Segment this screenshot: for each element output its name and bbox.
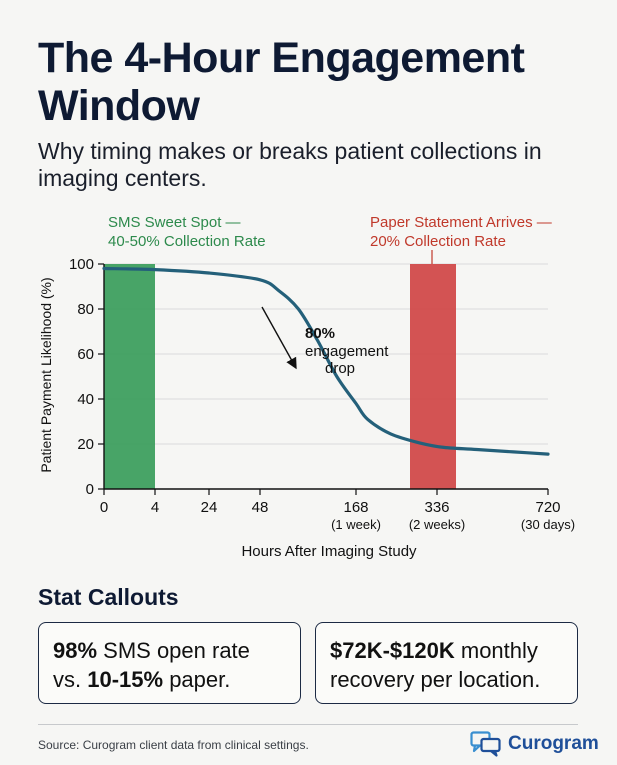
drop-annotation-line3: drop [325,360,355,377]
stat-callouts-heading: Stat Callouts [38,584,179,610]
x-tick-label-0: 0 [100,499,108,516]
x-tick-label-720: 720 [535,499,560,516]
sms-annotation-line2: 40-50% Collection Rate [108,233,266,250]
stat-callout-sms: 98% SMS open rate vs. 10-15% paper. [38,622,301,704]
page-subtitle: Why timing makes or breaks patient colle… [38,138,542,191]
stat-recovery-amount: $72K-$120K [330,638,455,663]
stat-paper-text: paper. [163,667,231,692]
footer-divider [38,724,578,725]
engagement-chart: 0 20 40 60 80 100 0 4 24 48 168(1 week) 336(2 weeks… [38,214,575,560]
stat-sms-text: SMS open rate [97,638,250,663]
page-title: The 4-Hour Engagement Window [38,34,525,130]
stat-callout-recovery: $72K-$120K monthly recovery per location… [315,622,578,704]
source-note: Source: Curogram client data from clinic… [38,738,309,752]
x-tick-sublabel-720: (30 days) [521,517,575,532]
curogram-logo: Curogram [470,730,599,758]
paper-annotation-line2: 20% Collection Rate [370,233,506,250]
y-tick-label-40: 40 [77,391,94,408]
payment-likelihood-curve [102,266,550,456]
chat-bubbles-icon [470,731,501,757]
logo-text: Curogram [508,733,599,754]
drop-annotation-line2: engagement [305,343,389,360]
y-tick-label-80: 80 [77,301,94,318]
x-tick-label-336: 336 [424,499,449,516]
paper-annotation-line1: Paper Statement Arrives — [370,214,552,231]
y-tick-label-60: 60 [77,346,94,363]
stat-paper-rate: 10-15% [87,667,164,692]
x-tick-label-24: 24 [201,499,218,516]
stat-sms-open-rate: 98% [53,638,98,663]
x-tick-label-168: 168 [343,499,368,516]
x-tick-label-48: 48 [252,499,269,516]
x-tick-sublabel-336: (2 weeks) [409,517,465,532]
stat-recovery-text: recovery per location. [330,667,541,692]
stat-vs-text: vs. [53,667,88,692]
y-tick-label-100: 100 [69,256,94,273]
sms-sweet-spot-band [104,264,155,489]
y-axis-label: Patient Payment Likelihood (%) [38,277,54,472]
stat-monthly-text: monthly [454,638,538,663]
y-tick-label-0: 0 [86,481,94,498]
paper-statement-band [410,264,456,489]
drop-arrow [261,306,297,370]
sms-annotation-line1: SMS Sweet Spot — [108,214,241,231]
drop-annotation-line1: 80% [305,325,335,342]
y-tick-label-20: 20 [77,436,94,453]
x-tick-sublabel-168: (1 week) [331,517,381,532]
x-tick-label-4: 4 [151,499,159,516]
x-axis-label: Hours After Imaging Study [241,543,417,560]
